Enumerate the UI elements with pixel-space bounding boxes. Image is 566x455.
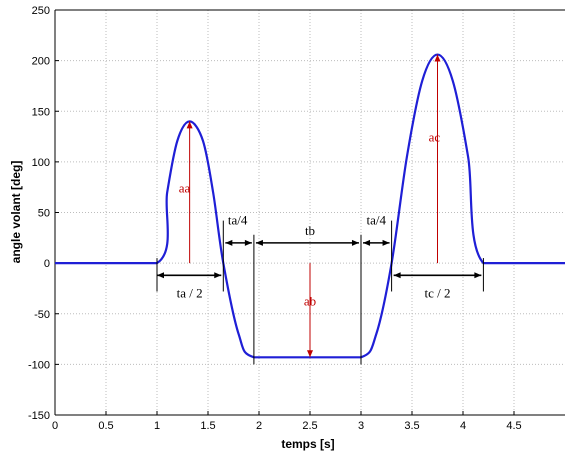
arrow-head bbox=[434, 54, 441, 62]
y-axis-label: angle volant [deg] bbox=[9, 161, 23, 264]
y-tick-label: 0 bbox=[44, 258, 50, 270]
x-tick-label: 1.5 bbox=[200, 420, 215, 432]
arrow-head bbox=[351, 239, 359, 246]
y-tick-label: -50 bbox=[34, 309, 50, 321]
ta-half-label: ta / 2 bbox=[177, 286, 203, 301]
y-tick-label: -150 bbox=[28, 410, 50, 422]
tb-label: tb bbox=[305, 223, 315, 238]
y-tick-label: 100 bbox=[32, 157, 50, 169]
x-tick-label: 3.5 bbox=[404, 420, 419, 432]
y-tick-label: 250 bbox=[32, 5, 50, 17]
y-tick-label: -100 bbox=[28, 359, 50, 371]
arrow-head bbox=[393, 272, 401, 279]
ta-quarter-right-label: ta/4 bbox=[367, 213, 387, 228]
arrow-head bbox=[382, 239, 390, 246]
arrow-head bbox=[363, 239, 371, 246]
ab-label: ab bbox=[304, 294, 316, 309]
series-line bbox=[55, 53, 565, 359]
x-tick-label: 2 bbox=[256, 420, 262, 432]
arrow-head bbox=[307, 350, 313, 358]
ac-label: ac bbox=[429, 130, 441, 145]
axes bbox=[54, 9, 565, 416]
aa-label: aa bbox=[179, 180, 191, 195]
x-tick-label: 3 bbox=[358, 420, 364, 432]
arrow-head bbox=[255, 239, 263, 246]
x-tick-label: 4.5 bbox=[506, 420, 521, 432]
y-tick-label: 50 bbox=[38, 208, 50, 220]
arrow-head bbox=[244, 239, 252, 246]
annotations: aa ab ac ta / 2 ta/4 tb ta/4 tc / 2 bbox=[156, 54, 484, 365]
tc-half-label: tc / 2 bbox=[425, 286, 451, 301]
x-tick-label: 0.5 bbox=[98, 420, 113, 432]
x-tick-label: 4 bbox=[460, 420, 466, 432]
arrow-head bbox=[225, 239, 233, 246]
x-tick-label: 1 bbox=[154, 420, 160, 432]
ta-quarter-left-label: ta/4 bbox=[228, 213, 248, 228]
arrow-head bbox=[214, 272, 222, 279]
arrow-head bbox=[157, 272, 164, 279]
series bbox=[55, 53, 565, 359]
x-axis-label: temps [s] bbox=[281, 437, 334, 451]
arrow-head bbox=[474, 272, 482, 279]
tick-labels: 0 0.5 1 1.5 2 2.5 3 3.5 4 4.5 -150 -100 -50 0 50 100 150… bbox=[28, 5, 522, 432]
y-tick-label: 150 bbox=[32, 106, 50, 118]
x-tick-label: 2.5 bbox=[302, 420, 317, 432]
arrow-head bbox=[186, 121, 193, 129]
x-tick-label: 0 bbox=[52, 420, 58, 432]
y-tick-label: 200 bbox=[32, 56, 50, 68]
